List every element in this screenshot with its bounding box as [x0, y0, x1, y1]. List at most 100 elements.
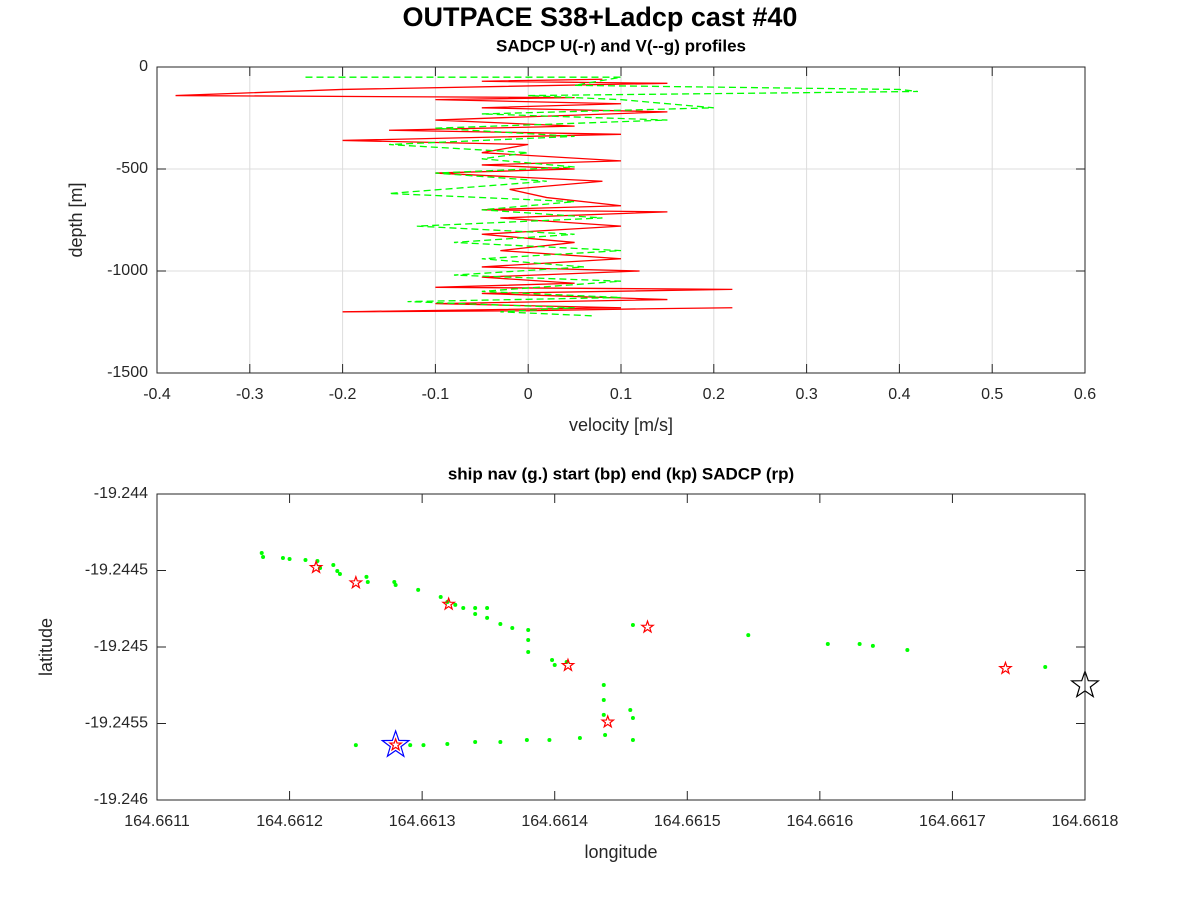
- nav-point: [526, 650, 531, 655]
- nav-point: [526, 628, 531, 633]
- nav-point: [416, 587, 421, 592]
- nav-point: [438, 594, 443, 599]
- axes-box: [156, 66, 1086, 374]
- nav-point: [498, 622, 503, 627]
- nav-point: [825, 641, 830, 646]
- x-tick-label: -0.1: [422, 386, 450, 403]
- nav-point: [365, 579, 370, 584]
- y-tick-label: -19.2445: [85, 562, 148, 579]
- nav-point: [601, 697, 606, 702]
- nav-point: [473, 611, 478, 616]
- x-tick-label: 164.6616: [786, 813, 853, 830]
- nav-point: [601, 712, 606, 717]
- x-tick-label: 0: [524, 386, 533, 403]
- y-tick-label: 0: [139, 58, 148, 75]
- star-marker: [348, 574, 364, 590]
- nav-point: [746, 633, 751, 638]
- nav-point: [630, 622, 635, 627]
- nav-point: [857, 641, 862, 646]
- nav-point: [485, 605, 490, 610]
- profile-line: [305, 76, 919, 317]
- chart-title: ship nav (g.) start (bp) end (kp) SADCP …: [448, 464, 794, 483]
- nav-point: [364, 574, 369, 579]
- x-tick-label: -0.4: [143, 386, 171, 403]
- nav-point: [303, 557, 308, 562]
- nav-point: [421, 743, 426, 748]
- star-marker: [998, 660, 1013, 675]
- nav-point: [498, 740, 503, 745]
- nav-point: [526, 637, 531, 642]
- nav-point: [331, 562, 336, 567]
- nav-point: [630, 715, 635, 720]
- nav-point: [408, 743, 413, 748]
- nav-point: [547, 738, 552, 743]
- star-marker: [640, 619, 655, 634]
- x-tick-label: 164.6613: [389, 813, 456, 830]
- nav-point: [445, 742, 450, 747]
- y-tick-label: -1500: [107, 364, 148, 381]
- star-marker: [441, 596, 457, 611]
- y-tick-label: -19.2455: [85, 715, 148, 732]
- nav-point: [392, 579, 397, 584]
- star-marker: [600, 714, 616, 729]
- x-tick-label: 0.5: [981, 386, 1003, 403]
- nav-point: [1043, 665, 1048, 670]
- figure-title: OUTPACE S38+Ladcp cast #40: [403, 2, 798, 32]
- x-tick-label: 0.6: [1074, 386, 1096, 403]
- x-tick-label: -0.2: [329, 386, 357, 403]
- nav-point: [335, 568, 340, 573]
- nav-point: [337, 572, 342, 577]
- x-tick-label: 164.6612: [256, 813, 323, 830]
- nav-point: [473, 605, 478, 610]
- nav-point: [510, 626, 515, 631]
- x-tick-label: 164.6615: [654, 813, 721, 830]
- nav-point: [261, 555, 266, 560]
- axes-box: [156, 493, 1086, 801]
- nav-point: [628, 708, 633, 713]
- x-tick-label: 164.6611: [124, 813, 190, 830]
- x-tick-label: 164.6614: [521, 813, 588, 830]
- x-tick-label: 0.3: [795, 386, 817, 403]
- chart-title: SADCP U(-r) and V(--g) profiles: [496, 36, 746, 55]
- x-axis-label: velocity [m/s]: [569, 415, 673, 435]
- nav-point: [353, 743, 358, 748]
- star-marker: [388, 737, 404, 752]
- nav-point: [550, 658, 555, 663]
- nav-point: [473, 740, 478, 745]
- nav-point: [577, 736, 582, 741]
- x-tick-label: 164.6617: [919, 813, 986, 830]
- nav-point: [287, 557, 292, 562]
- y-axis-label: latitude: [36, 618, 56, 676]
- nav-point: [603, 732, 608, 737]
- x-tick-label: 164.6618: [1052, 813, 1119, 830]
- star-marker: [308, 559, 324, 574]
- x-axis-label: longitude: [584, 842, 657, 862]
- nav-point: [552, 663, 557, 668]
- y-axis-label: depth [m]: [66, 182, 86, 257]
- nav-point: [461, 605, 466, 610]
- plot-area: [157, 494, 1085, 800]
- star-marker: [380, 729, 411, 758]
- nav-point: [905, 648, 910, 653]
- profile-line: [175, 78, 733, 313]
- nav-point: [485, 615, 490, 620]
- y-tick-label: -19.245: [94, 638, 148, 655]
- y-tick-label: -1000: [107, 262, 148, 279]
- x-tick-label: 0.4: [888, 386, 910, 403]
- x-tick-label: -0.3: [236, 386, 264, 403]
- nav-point: [870, 643, 875, 648]
- nav-point: [524, 738, 529, 743]
- nav-point: [280, 555, 285, 560]
- nav-point: [453, 602, 458, 607]
- y-tick-label: -19.246: [94, 791, 148, 808]
- nav-point: [601, 682, 606, 687]
- star-marker: [560, 657, 576, 672]
- y-tick-label: -500: [116, 160, 148, 177]
- x-tick-label: 0.2: [703, 386, 725, 403]
- x-tick-label: 0.1: [610, 386, 632, 403]
- nav-point: [630, 738, 635, 743]
- nav-point: [393, 583, 398, 588]
- nav-point: [259, 551, 264, 556]
- y-tick-label: -19.244: [94, 485, 148, 502]
